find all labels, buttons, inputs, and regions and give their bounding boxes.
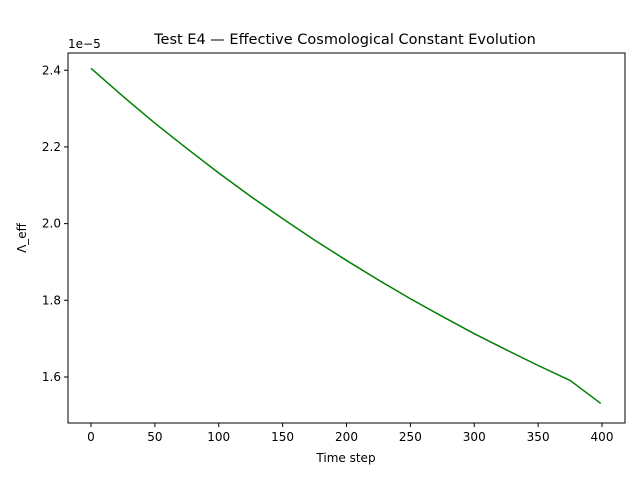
y-tick-label: 2.2 bbox=[42, 140, 61, 154]
x-tick-label: 50 bbox=[147, 430, 162, 444]
y-tick-label: 2.4 bbox=[42, 63, 61, 77]
x-tick-label: 0 bbox=[87, 430, 95, 444]
x-tick-label: 200 bbox=[335, 430, 358, 444]
x-tick-label: 400 bbox=[591, 430, 614, 444]
x-axis-label: Time step bbox=[315, 451, 375, 465]
series-line-0 bbox=[90, 67, 602, 405]
y-tick-label: 1.8 bbox=[42, 293, 61, 307]
y-axis: 1.6 1.8 2.0 2.2 2.4 bbox=[42, 63, 68, 384]
chart-title: Test E4 — Effective Cosmological Constan… bbox=[153, 32, 536, 48]
plot-area bbox=[90, 67, 602, 405]
x-axis: 0 50 100 150 200 250 300 350 400 bbox=[87, 423, 613, 444]
x-tick-label: 100 bbox=[207, 430, 230, 444]
x-tick-label: 250 bbox=[399, 430, 422, 444]
x-tick-label: 350 bbox=[527, 430, 550, 444]
y-tick-label: 2.0 bbox=[42, 217, 61, 231]
y-tick-label: 1.6 bbox=[42, 370, 61, 384]
y-axis-label: Λ_eff bbox=[15, 222, 29, 253]
x-tick-label: 300 bbox=[463, 430, 486, 444]
y-offset-label: 1e−5 bbox=[68, 37, 101, 51]
x-tick-label: 150 bbox=[271, 430, 294, 444]
